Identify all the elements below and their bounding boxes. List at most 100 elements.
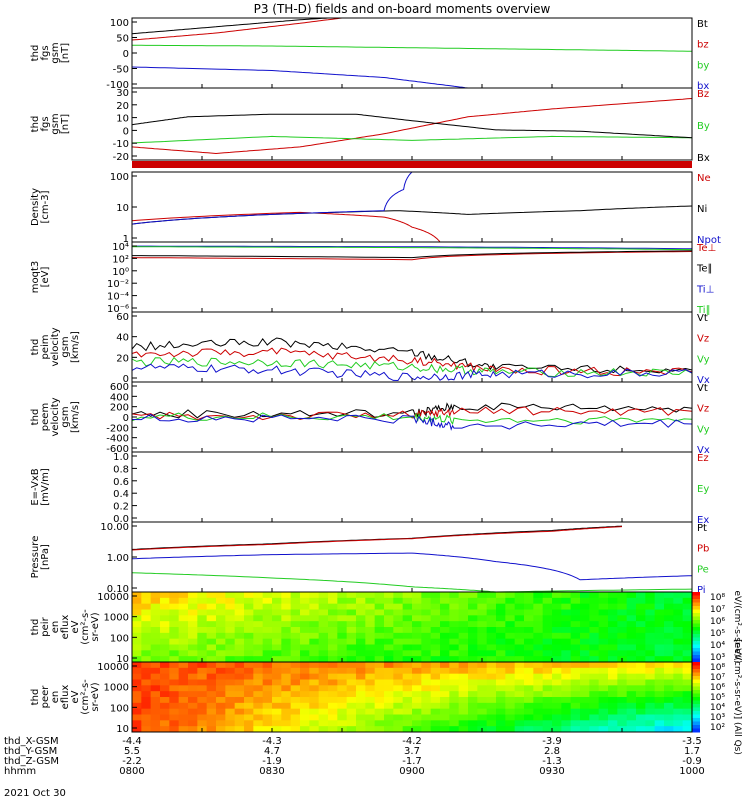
colorbar-swatch [692, 669, 700, 673]
heatmap-cell [262, 644, 273, 651]
heatmap-cell [206, 638, 217, 645]
heatmap-cell [318, 667, 329, 675]
heatmap-cell [458, 627, 469, 634]
heatmap-cell [160, 592, 170, 599]
heatmap-cell [514, 656, 525, 663]
heatmap-cell [393, 691, 404, 698]
heatmap-cell [570, 592, 581, 599]
heatmap-cell [468, 691, 478, 698]
heatmap-cell [580, 609, 590, 616]
y-tick-label: 0.4 [113, 489, 129, 500]
heatmap-cell [486, 632, 497, 640]
heatmap-cell [664, 697, 674, 704]
heatmap-cell [160, 714, 170, 721]
heatmap-cell [393, 714, 404, 721]
heatmap-cell [300, 650, 310, 657]
heatmap-cell [430, 656, 441, 663]
heatmap-cell [673, 592, 684, 599]
heatmap-cell [188, 621, 198, 628]
heatmap-cell [542, 609, 553, 616]
heatmap-cell [673, 708, 684, 715]
heatmap-cell [197, 644, 208, 651]
y-axis-label-line: thd [30, 45, 41, 62]
heatmap-cell [645, 691, 656, 698]
heatmap-cell [309, 621, 320, 628]
heatmap-cell [281, 592, 292, 599]
heatmap-cell [580, 673, 590, 680]
heatmap-cell [412, 621, 422, 628]
heatmap-cell [421, 667, 432, 675]
heatmap-cell [272, 702, 282, 710]
heatmap-cell [365, 644, 376, 651]
heatmap-cell [328, 603, 338, 610]
heatmap-cell [505, 603, 516, 610]
heatmap-cell [533, 667, 544, 675]
heatmap-cell [328, 656, 338, 663]
heatmap-cell [262, 656, 273, 663]
heatmap-cell [206, 592, 217, 599]
heatmap-cell [654, 702, 665, 710]
colorbar-swatch [692, 707, 700, 712]
heatmap-cell [318, 621, 329, 628]
heatmap-cell [272, 615, 282, 622]
heatmap-cell [290, 650, 301, 657]
heatmap-cell [477, 615, 488, 622]
heatmap-cell [402, 667, 413, 675]
heatmap-cell [150, 708, 161, 715]
heatmap-cell [636, 726, 646, 733]
heatmap-cell [393, 667, 404, 675]
heatmap-cell [374, 638, 385, 645]
colorbar-swatch [692, 599, 700, 603]
heatmap-cell [188, 603, 198, 610]
heatmap-cell [468, 615, 478, 622]
heatmap-cell [262, 726, 273, 733]
heatmap-cell [356, 708, 366, 715]
heatmap-cell [598, 603, 609, 610]
heatmap-cell [216, 691, 226, 698]
y-axis-label-line: [nPa] [40, 544, 51, 570]
heatmap-cell [272, 720, 282, 727]
heatmap-cell [178, 627, 189, 634]
heatmap-cell [253, 615, 264, 622]
heatmap-cell [636, 609, 646, 616]
heatmap-cell [626, 603, 637, 610]
heatmap-cell [645, 697, 656, 704]
heatmap-cell [393, 650, 404, 657]
colorbar-tick-label: 10² [710, 723, 725, 733]
heatmap-cell [402, 621, 413, 628]
heatmap-cell [440, 667, 450, 675]
heatmap-cell [309, 656, 320, 663]
heatmap-cell [617, 632, 628, 640]
heatmap-cell [178, 697, 189, 704]
heatmap-cell [533, 714, 544, 721]
heatmap-cell [141, 726, 152, 733]
heatmap-cell [262, 638, 273, 645]
heatmap-cell [421, 644, 432, 651]
heatmap-cell [169, 726, 180, 733]
heatmap-cell [477, 627, 488, 634]
heatmap-cell [216, 650, 226, 657]
heatmap-cell [300, 708, 310, 715]
heatmap-cell [160, 662, 170, 669]
heatmap-cell [150, 592, 161, 599]
heatmap-cell [430, 679, 441, 686]
heatmap-cell [477, 720, 488, 727]
heatmap-cell [253, 679, 264, 686]
y-tick-label: -10 [113, 139, 129, 150]
heatmap-cell [626, 673, 637, 680]
heatmap-cell [374, 673, 385, 680]
heatmap-cell [645, 667, 656, 675]
y-axis-label: Pressure [nPa] [30, 536, 51, 579]
heatmap-cell [328, 627, 338, 634]
heatmap-cell [673, 667, 684, 675]
heatmap-cell [300, 714, 310, 721]
heatmap-cell [356, 644, 366, 651]
heatmap-cell [272, 621, 282, 628]
heatmap-cell [225, 702, 236, 710]
heatmap-cell [496, 638, 506, 645]
heatmap-cell [514, 597, 525, 605]
heatmap-cell [300, 632, 310, 640]
heatmap-cell [384, 627, 394, 634]
y-axis-label: thd peir en eflux eV (cm²-s-sr-eV) [30, 609, 101, 645]
heatmap-cell [682, 609, 693, 616]
